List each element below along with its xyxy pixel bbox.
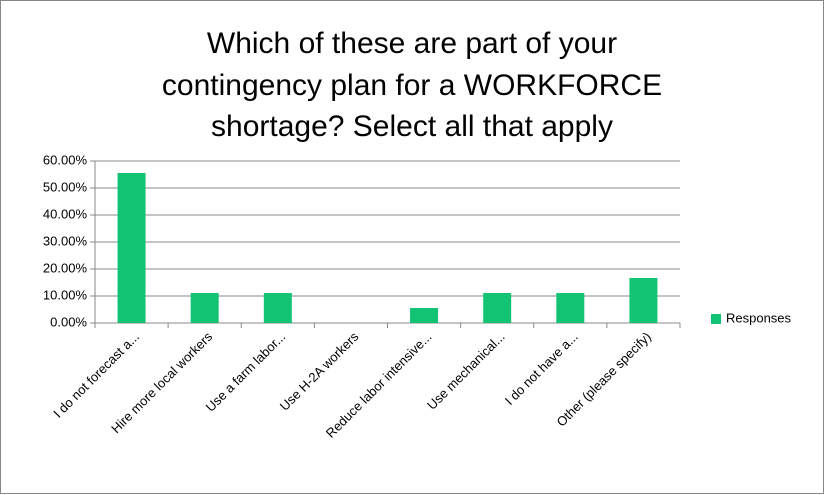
y-tick-label: 10.00% bbox=[43, 287, 88, 302]
bar bbox=[117, 172, 146, 323]
bar bbox=[483, 293, 512, 323]
chart-title: Which of these are part of your bbox=[207, 27, 617, 60]
bar bbox=[556, 293, 585, 323]
y-tick-label: 50.00% bbox=[43, 179, 88, 194]
bar bbox=[410, 307, 439, 323]
y-tick-label: 0.00% bbox=[50, 314, 87, 329]
legend-swatch bbox=[711, 314, 721, 324]
bar bbox=[629, 277, 658, 323]
bar bbox=[263, 293, 292, 323]
chart-title: contingency plan for a WORKFORCE bbox=[162, 69, 662, 102]
y-tick-label: 40.00% bbox=[43, 206, 88, 221]
y-tick-label: 30.00% bbox=[43, 233, 88, 248]
y-tick-label: 20.00% bbox=[43, 260, 88, 275]
bar bbox=[190, 293, 219, 323]
y-tick-label: 60.00% bbox=[43, 152, 88, 167]
legend-label: Responses bbox=[726, 310, 792, 325]
chart-title: shortage? Select all that apply bbox=[211, 110, 613, 143]
